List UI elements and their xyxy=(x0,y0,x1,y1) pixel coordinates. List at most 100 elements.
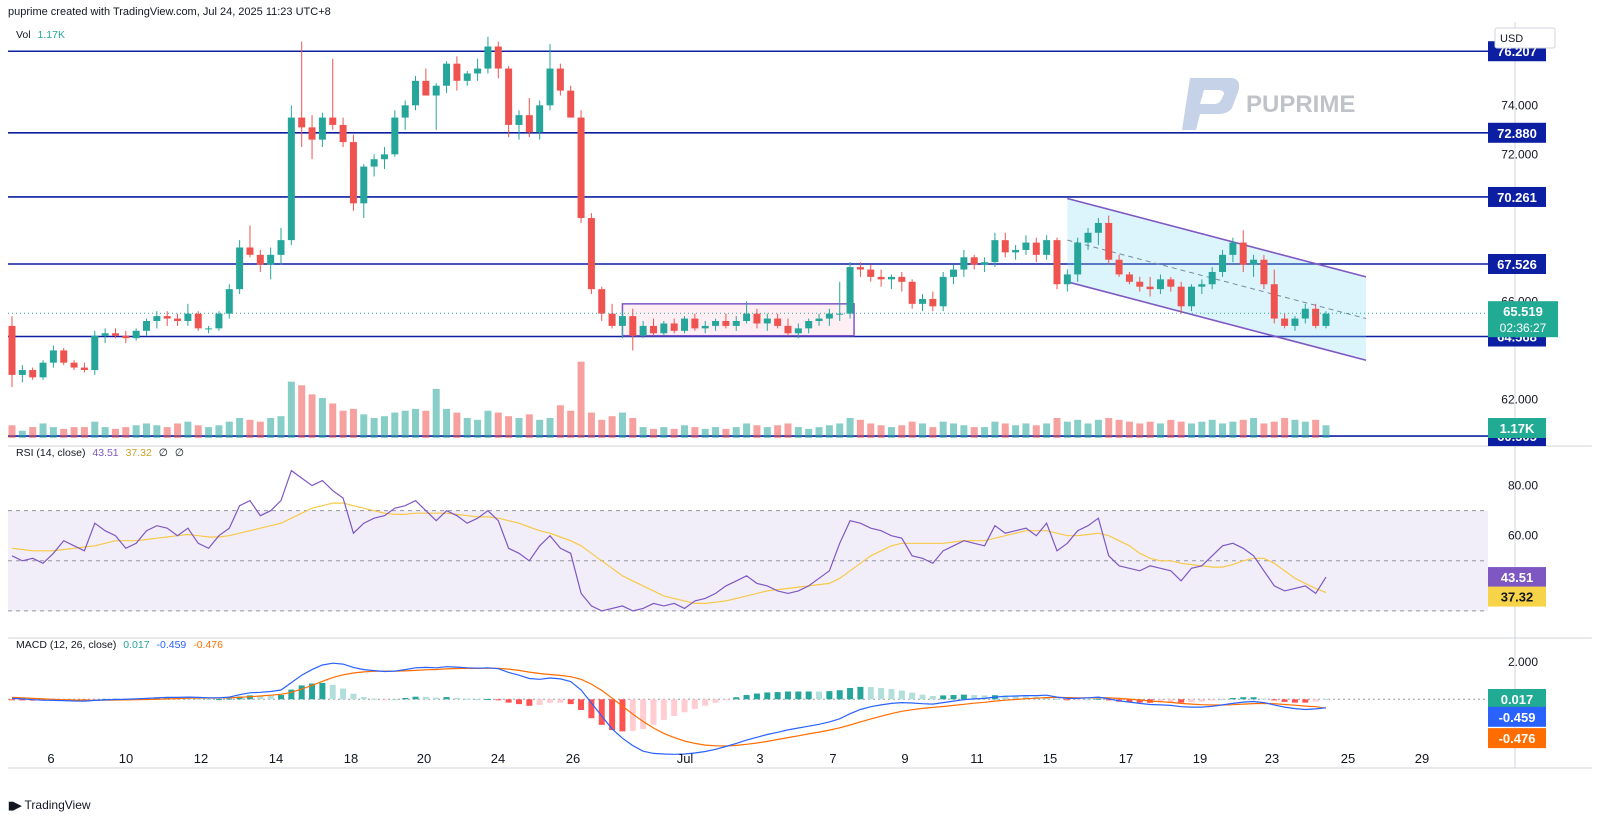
time-tick-label: 29 xyxy=(1415,751,1429,766)
macd-histogram-bar xyxy=(474,699,481,701)
level-price-label: 70.261 xyxy=(1497,190,1537,205)
volume-bar xyxy=(111,428,119,438)
level-price-label: 67.526 xyxy=(1497,257,1537,272)
time-tick-label: 7 xyxy=(829,751,836,766)
macd-histogram-bar xyxy=(836,690,843,700)
volume-bar xyxy=(246,419,254,438)
candle-body xyxy=(1053,240,1061,285)
volume-bar xyxy=(60,428,68,438)
volume-bar xyxy=(505,416,513,438)
macd-histogram-bar xyxy=(1002,695,1009,700)
volume-bar xyxy=(143,423,151,438)
macd-legend-v2: -0.459 xyxy=(157,639,187,651)
macd-histogram-bar xyxy=(940,695,947,700)
macd-histogram-bar xyxy=(857,686,864,700)
candle-body xyxy=(846,267,854,314)
macd-histogram-bar xyxy=(743,695,750,700)
candle-body xyxy=(1136,281,1144,287)
volume-bar xyxy=(774,425,782,438)
volume-bar xyxy=(649,428,657,438)
candle-body xyxy=(1229,242,1237,255)
volume-bar xyxy=(556,405,564,438)
volume-bar xyxy=(236,418,244,438)
macd-pane: 2.000 xyxy=(8,655,1538,755)
volume-bar xyxy=(805,428,813,438)
macd-histogram-bar xyxy=(402,697,409,700)
candle-body xyxy=(1012,249,1020,253)
macd-histogram-bar xyxy=(960,694,967,700)
candle-body xyxy=(670,323,678,331)
volume-bar xyxy=(132,425,140,438)
rsi-legend-v1: 43.51 xyxy=(92,447,118,459)
volume-bar xyxy=(639,427,647,438)
candle-body xyxy=(577,117,585,219)
candle-body xyxy=(1177,286,1185,307)
volume-bar xyxy=(898,425,906,438)
volume-bar xyxy=(1094,419,1102,438)
macd-tick-label: 2.000 xyxy=(1508,655,1538,669)
candle-body xyxy=(1125,274,1133,282)
macd-histogram-bar xyxy=(702,699,709,706)
volume-bar xyxy=(939,421,947,438)
macd-histogram-bar xyxy=(1250,697,1257,700)
volume-bar xyxy=(1032,425,1040,438)
volume-bar xyxy=(877,425,885,438)
volume-bar xyxy=(360,414,368,438)
rsi-ma-badge: 37.32 xyxy=(1501,590,1534,605)
chart-header: puprime created with TradingView.com, Ju… xyxy=(8,6,331,18)
candle-body xyxy=(1187,286,1195,307)
candle-body xyxy=(836,313,844,315)
macd-histogram-bar xyxy=(278,695,285,700)
volume-bar xyxy=(515,418,523,438)
volume-bar xyxy=(1063,421,1071,438)
rsi-legend-v3: ∅ xyxy=(159,447,168,459)
macd-histogram-bar xyxy=(784,691,791,700)
currency-box[interactable] xyxy=(1494,27,1556,49)
macd-histogram-bar xyxy=(640,699,647,729)
time-tick-label: 12 xyxy=(194,751,208,766)
volume-bar xyxy=(39,423,47,438)
candle-body xyxy=(205,328,213,330)
volume-bar xyxy=(681,425,689,438)
channel-lower-line xyxy=(1067,281,1367,361)
candle-body xyxy=(825,313,833,319)
rsi-pane: 80.00 60.00 xyxy=(8,469,1538,612)
chart-canvas[interactable]: PUPRIME 76.20772.88070.26167.52664.56860… xyxy=(0,0,1600,800)
current-price-badge-bg xyxy=(1488,301,1558,338)
macd-histogram-bar xyxy=(795,691,802,700)
volume-bar xyxy=(1208,419,1216,438)
candle-body xyxy=(443,63,451,86)
candle-body xyxy=(287,117,295,241)
candle-body xyxy=(515,115,523,125)
volume-bar xyxy=(1187,423,1195,438)
candle-body xyxy=(184,313,192,322)
candle-body xyxy=(401,105,409,118)
volume-bar xyxy=(215,425,223,438)
candle-body xyxy=(1250,259,1258,265)
footer-brand[interactable]: TradingView xyxy=(24,798,91,812)
macd-histogram-bar xyxy=(257,695,264,700)
volume-bar xyxy=(1074,419,1082,438)
candle-body xyxy=(774,318,782,326)
macd-histogram-bar xyxy=(619,699,626,732)
candle-body xyxy=(39,362,47,378)
macd-histogram-bar xyxy=(557,699,564,703)
watermark: PUPRIME xyxy=(1182,78,1355,130)
time-tick-label: 10 xyxy=(119,751,133,766)
volume-bar xyxy=(1301,421,1309,438)
volume-bar xyxy=(339,410,347,438)
candle-body xyxy=(1291,318,1299,326)
macd-legend-v1: 0.017 xyxy=(123,639,149,651)
candle-body xyxy=(380,154,388,160)
volume-bar xyxy=(1115,419,1123,438)
macd-histogram-bar xyxy=(1229,697,1236,700)
volume-bar xyxy=(846,418,854,438)
volume-bar xyxy=(546,418,554,438)
rsi-tick-label: 80.00 xyxy=(1508,479,1538,493)
candle-body xyxy=(629,316,637,336)
macd-histogram-bar xyxy=(1312,699,1319,702)
time-tick-label: 19 xyxy=(1193,751,1207,766)
macd-histogram-bar xyxy=(588,699,595,719)
macd-histogram-bar xyxy=(495,699,502,701)
volume-bar xyxy=(981,427,989,438)
